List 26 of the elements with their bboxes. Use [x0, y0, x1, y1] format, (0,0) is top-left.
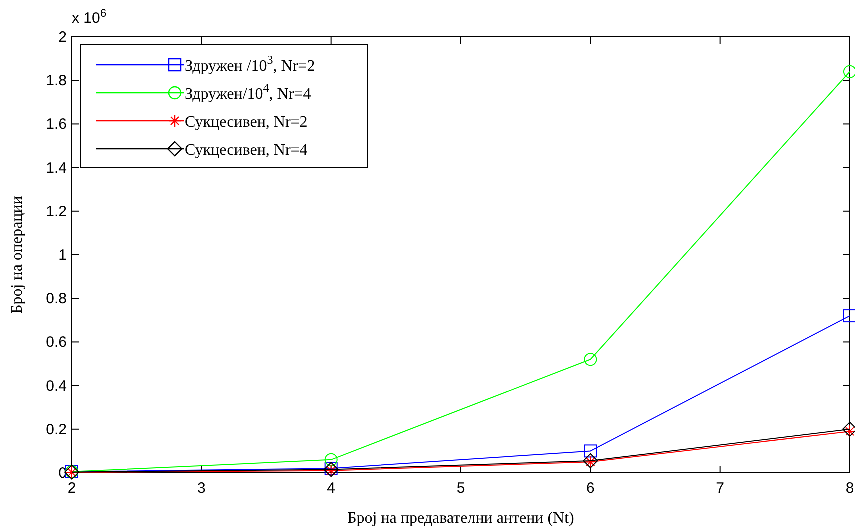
legend-label: Здружен /10$^{3}$, Nr=2 [185, 53, 316, 75]
legend-label: Здружен/10$^{4}$, Nr=4 [185, 81, 312, 103]
y-tick-label: 1.6 [46, 116, 67, 134]
y-tick-label: 0.2 [46, 421, 67, 438]
x-tick-label: 3 [197, 480, 206, 497]
y-tick-label: 1.8 [46, 72, 67, 90]
x-tick-label: 7 [716, 480, 725, 497]
point [324, 453, 338, 466]
legend-label: Сукцесивен, Nr=2 [185, 114, 308, 131]
y-tick-label: 0.6 [46, 334, 67, 352]
y-tick-label: 1.4 [46, 160, 67, 177]
point [584, 353, 598, 366]
point [584, 444, 598, 458]
x-tick-label: 6 [586, 480, 595, 497]
x-axis-title: Број на предавателни антени (Nt) [348, 510, 574, 527]
y-tick-label: 2 [58, 29, 67, 46]
y-tick-label: 0.4 [46, 378, 67, 395]
y-tick-label: 1.2 [46, 203, 67, 220]
y-axis-title: Број на операции [9, 196, 26, 314]
y-tick-label: 0.8 [46, 290, 67, 308]
x-tick-label: 4 [327, 480, 336, 497]
y-tick-label: 1 [58, 247, 67, 264]
x-tick-label: 5 [456, 480, 466, 497]
legend-label: Сукцесивен, Nr=4 [185, 142, 308, 159]
text: x 10$^{6}$ [72, 8, 107, 27]
x-tick-label: 8 [846, 480, 854, 497]
